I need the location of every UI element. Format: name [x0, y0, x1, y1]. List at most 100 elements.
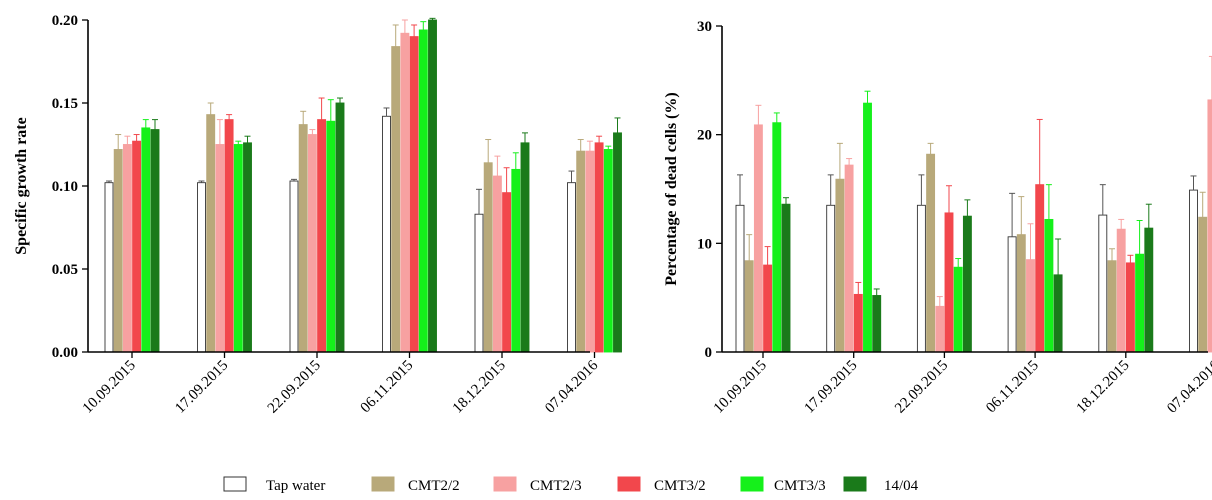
- bar-cmt3-2-22-09-2015: [317, 119, 327, 353]
- legend-label-14-04: 14/04: [884, 478, 919, 494]
- bar-cmt2-3-07-04-2016: [1207, 99, 1212, 353]
- bar-cmt3-3-10-09-2015: [141, 127, 151, 353]
- y-axis-label: Specific growth rate: [13, 117, 30, 254]
- x-tick-label-10-09-2015: 10.09.2015: [711, 358, 770, 417]
- bar-cmt2-2-22-09-2015: [926, 153, 936, 353]
- bar-cmt2-3-07-04-2016: [585, 150, 595, 353]
- bar-14-04-10-09-2015: [150, 129, 160, 353]
- x-tick-label-10-09-2015: 10.09.2015: [80, 358, 139, 417]
- bar-cmt2-3-06-11-2015: [1026, 259, 1035, 353]
- bar-14-04-22-09-2015: [962, 215, 972, 353]
- bar-cmt3-2-22-09-2015: [944, 212, 954, 353]
- bar-cmt2-2-10-09-2015: [113, 149, 123, 353]
- bar-cmt2-2-18-12-2015: [1107, 260, 1117, 353]
- bar-tap-water-10-09-2015: [735, 204, 745, 353]
- x-tick-label-17-09-2015: 17.09.2015: [172, 358, 231, 417]
- x-tick-label-22-09-2015: 22.09.2015: [265, 358, 324, 417]
- legend-label-cmt3-2: CMT3/2: [654, 478, 706, 494]
- bar-tap-water-17-09-2015: [197, 182, 206, 353]
- bar-cmt3-2-10-09-2015: [132, 140, 142, 353]
- bar-cmt2-3-22-09-2015: [935, 305, 945, 353]
- x-tick-label-22-09-2015: 22.09.2015: [892, 358, 951, 417]
- bar-cmt3-2-07-04-2016: [594, 142, 604, 353]
- bar-cmt3-2-18-12-2015: [502, 192, 512, 353]
- legend: Tap water CMT2/2 CMT2/3 CMT3/2 CMT3/3 14/04: [223, 476, 919, 494]
- x-tick-label-06-11-2015: 06.11.2015: [358, 358, 417, 417]
- legend-swatch-cmt3-2: [617, 476, 641, 492]
- bar-tap-water-18-12-2015: [1098, 214, 1108, 353]
- bar-tap-water-22-09-2015: [916, 204, 926, 353]
- bar-14-04-07-04-2016: [613, 132, 622, 353]
- bar-cmt2-2-06-11-2015: [1016, 234, 1026, 353]
- bar-cmt3-3-06-11-2015: [1044, 218, 1054, 353]
- bar-cmt3-3-22-09-2015: [953, 266, 963, 353]
- bar-cmt3-2-10-09-2015: [763, 264, 773, 353]
- bar-cmt3-2-06-11-2015: [409, 36, 419, 353]
- y-tick-label-0-00: 0.00: [52, 345, 78, 361]
- x-tick-label-07-04-2016: 07.04.2016: [1164, 357, 1212, 416]
- y-tick-label-0-05: 0.05: [52, 262, 78, 278]
- bar-tap-water-06-11-2015: [1007, 236, 1017, 353]
- legend-swatch-14-04: [843, 476, 867, 492]
- y-tick-label-20: 20: [697, 128, 712, 144]
- x-tick-label-17-09-2015: 17.09.2015: [801, 358, 860, 417]
- bar-cmt3-3-22-09-2015: [326, 120, 336, 353]
- legend-swatch-cmt2-2: [371, 476, 395, 492]
- y-tick-label-0-15: 0.15: [52, 96, 78, 112]
- bar-cmt2-3-18-12-2015: [1116, 228, 1126, 353]
- bar-14-04-18-12-2015: [520, 142, 530, 353]
- legend-swatch-tap-water: [223, 476, 247, 492]
- bar-tap-water-18-12-2015: [474, 213, 484, 353]
- bar-cmt2-2-18-12-2015: [483, 162, 493, 353]
- y-tick-label-0-10: 0.10: [52, 179, 78, 195]
- legend-swatch-cmt3-3: [740, 476, 764, 492]
- y-tick-label-10: 10: [697, 236, 712, 252]
- bar-cmt2-3-10-09-2015: [753, 124, 763, 353]
- bar-14-04-22-09-2015: [335, 102, 345, 353]
- bar-tap-water-10-09-2015: [104, 182, 114, 353]
- bar-14-04-17-09-2015: [872, 295, 882, 353]
- bar-cmt2-2-06-11-2015: [391, 46, 401, 353]
- bar-cmt3-3-18-12-2015: [1135, 253, 1145, 353]
- legend-label-cmt2-3: CMT2/3: [530, 478, 582, 494]
- bar-cmt2-2-07-04-2016: [1198, 216, 1208, 353]
- bar-cmt3-3-18-12-2015: [511, 168, 521, 353]
- bar-cmt3-3-17-09-2015: [863, 102, 872, 353]
- bar-cmt3-2-17-09-2015: [224, 119, 234, 353]
- bar-cmt2-2-22-09-2015: [298, 124, 308, 353]
- bar-cmt2-2-17-09-2015: [835, 178, 845, 353]
- y-tick-label-0: 0: [705, 345, 713, 361]
- bar-cmt3-3-07-04-2016: [603, 149, 613, 353]
- bar-tap-water-22-09-2015: [289, 180, 299, 353]
- bar-cmt3-3-17-09-2015: [233, 144, 243, 353]
- x-tick-label-06-11-2015: 06.11.2015: [983, 358, 1042, 417]
- bar-cmt2-2-10-09-2015: [744, 260, 754, 353]
- bar-cmt2-3-06-11-2015: [400, 32, 410, 353]
- y-tick-label-0-20: 0.20: [52, 13, 78, 29]
- bar-tap-water-07-04-2016: [1189, 189, 1198, 353]
- bar-14-04-06-11-2015: [1053, 274, 1063, 353]
- bar-tap-water-06-11-2015: [382, 115, 391, 353]
- x-tick-label-18-12-2015: 18.12.2015: [450, 358, 509, 417]
- x-tick-label-07-04-2016: 07.04.2016: [542, 357, 601, 416]
- bar-cmt2-3-17-09-2015: [215, 144, 225, 353]
- bar-14-04-10-09-2015: [781, 203, 791, 353]
- bar-cmt2-3-17-09-2015: [844, 164, 854, 353]
- legend-swatch-cmt2-3: [493, 476, 517, 492]
- legend-label-cmt2-2: CMT2/2: [408, 478, 460, 494]
- bar-cmt2-3-22-09-2015: [307, 134, 317, 353]
- y-axis-label: Percentage of dead cells (%): [663, 92, 680, 285]
- bar-cmt2-3-18-12-2015: [492, 175, 502, 353]
- bar-14-04-06-11-2015: [428, 19, 437, 353]
- bar-cmt3-2-06-11-2015: [1035, 184, 1045, 353]
- bar-14-04-17-09-2015: [243, 142, 252, 353]
- legend-label-tap-water: Tap water: [266, 478, 325, 494]
- bar-cmt2-3-10-09-2015: [122, 144, 132, 353]
- x-tick-label-18-12-2015: 18.12.2015: [1074, 358, 1133, 417]
- bar-cmt3-3-10-09-2015: [772, 122, 782, 353]
- bar-tap-water-17-09-2015: [826, 204, 836, 353]
- bar-cmt3-3-06-11-2015: [418, 29, 428, 353]
- dead-cells-chart: 10.09.2015 17.09.2015 22.09.2015 06.11.2015…: [663, 19, 1212, 417]
- bar-cmt2-2-17-09-2015: [206, 114, 216, 353]
